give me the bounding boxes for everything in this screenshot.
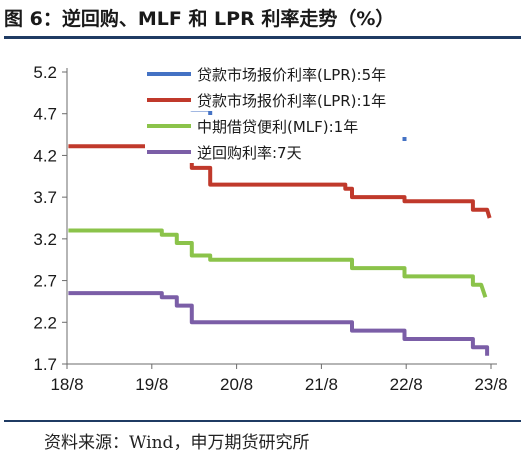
legend-bg-3 [145,115,497,137]
x-tick-label: 19/8 [135,375,168,394]
series-line-4 [68,291,490,356]
y-tick-label: 2.2 [33,313,57,332]
legend-bg-1 [145,63,497,85]
legend-label-4: 逆回购利率:7天 [197,144,302,162]
y-tick-label: 5.2 [33,63,57,82]
y-axis-ticks: 5.2 4.7 4.2 3.7 3.2 2.7 2.2 1.7 [33,63,67,374]
legend-bg-2 [145,89,497,111]
x-tick-label: 21/8 [305,375,338,394]
title-divider [4,36,521,39]
legend-label-1: 贷款市场报价利率(LPR):5年 [197,66,386,84]
legend-label-3: 中期借贷便利(MLF):1年 [197,118,358,136]
x-axis-ticks: 18/8 19/8 20/8 21/8 22/8 23/8 [50,364,508,394]
y-tick-label: 2.7 [33,272,57,291]
y-tick-label: 3.2 [33,230,57,249]
source-note: 资料来源：Wind，申万期货研究所 [44,433,310,453]
rate-line-chart: 5.2 4.7 4.2 3.7 3.2 2.7 2.2 1.7 18/8 19/8 20/8 21/… [33,63,508,394]
x-tick-label: 20/8 [220,375,253,394]
legend-bg-4 [145,141,497,163]
y-tick-label: 3.7 [33,188,57,207]
series-lines [68,99,492,356]
legend-label-2: 贷款市场报价利率(LPR):1年 [197,92,386,110]
x-tick-label: 18/8 [50,375,83,394]
chart-title: 图 6：逆回购、MLF 和 LPR 利率走势（%） [4,8,395,30]
y-tick-label: 1.7 [33,355,57,374]
y-tick-label: 4.2 [33,146,57,165]
footer-divider [4,420,521,422]
x-tick-label: 22/8 [390,375,423,394]
y-tick-label: 4.7 [33,105,57,124]
chart-axes [66,68,497,365]
chart-legend: 贷款市场报价利率(LPR):5年贷款市场报价利率(LPR):1年中期借贷便利(M… [145,63,497,163]
x-tick-label: 23/8 [474,375,507,394]
series-line-3 [68,228,488,298]
